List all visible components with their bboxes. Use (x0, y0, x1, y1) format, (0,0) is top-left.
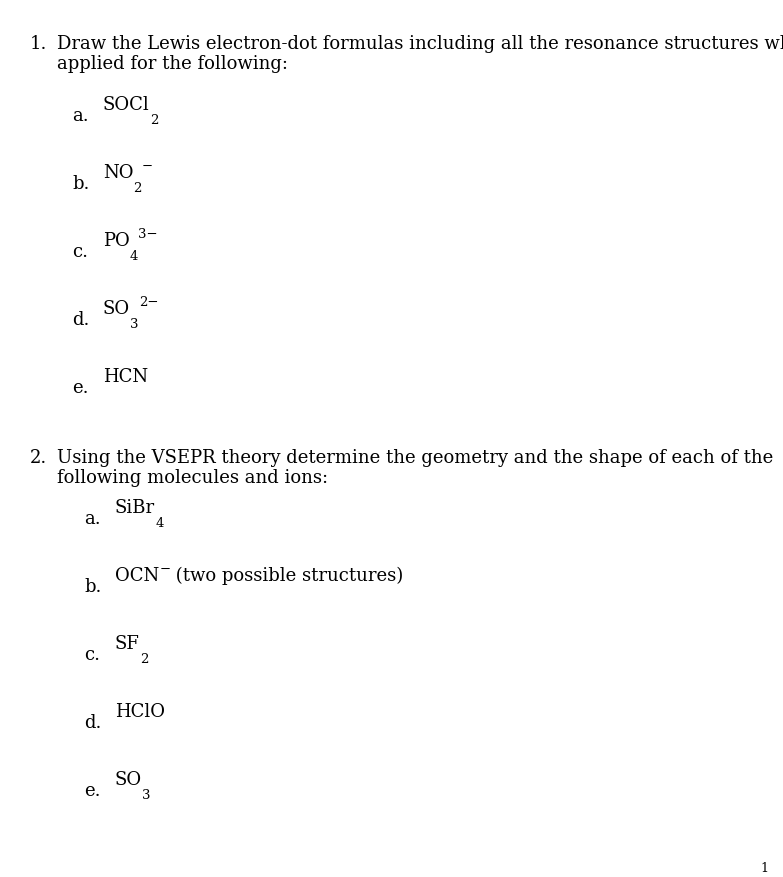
Text: 3−: 3− (138, 228, 157, 241)
Text: SF: SF (115, 635, 140, 653)
Text: SiBr: SiBr (115, 499, 155, 517)
Text: 2.: 2. (30, 449, 47, 467)
Text: PO: PO (103, 232, 130, 250)
Text: NO: NO (103, 164, 133, 182)
Text: 4: 4 (130, 250, 138, 263)
Text: 3: 3 (143, 789, 150, 802)
Text: d.: d. (72, 311, 89, 329)
Text: c.: c. (72, 243, 88, 261)
Text: Using the VSEPR theory determine the geometry and the shape of each of the: Using the VSEPR theory determine the geo… (57, 449, 774, 467)
Text: b.: b. (72, 175, 89, 193)
Text: 1: 1 (760, 862, 768, 875)
Text: SO: SO (103, 300, 130, 318)
Text: 2−: 2− (139, 296, 158, 309)
Text: 2: 2 (150, 114, 158, 127)
Text: 4: 4 (155, 517, 164, 530)
Text: e.: e. (72, 379, 88, 397)
Text: 1.: 1. (30, 35, 48, 53)
Text: d.: d. (84, 714, 101, 732)
Text: 2: 2 (140, 653, 148, 666)
Text: HCN: HCN (103, 368, 148, 386)
Text: e.: e. (84, 782, 100, 800)
Text: −: − (142, 160, 153, 173)
Text: SOCl: SOCl (103, 96, 150, 114)
Text: following molecules and ions:: following molecules and ions: (57, 469, 328, 487)
Text: 3: 3 (130, 318, 139, 331)
Text: Draw the Lewis electron-dot formulas including all the resonance structures wher: Draw the Lewis electron-dot formulas inc… (57, 35, 783, 53)
Text: SO: SO (115, 771, 143, 789)
Text: −: − (159, 563, 171, 576)
Text: b.: b. (84, 578, 101, 596)
Text: a.: a. (72, 107, 88, 125)
Text: OCN: OCN (115, 567, 159, 585)
Text: HClO: HClO (115, 703, 165, 721)
Text: (two possible structures): (two possible structures) (171, 567, 403, 585)
Text: 2: 2 (133, 182, 142, 195)
Text: a.: a. (84, 510, 101, 528)
Text: c.: c. (84, 646, 100, 664)
Text: applied for the following:: applied for the following: (57, 55, 288, 73)
